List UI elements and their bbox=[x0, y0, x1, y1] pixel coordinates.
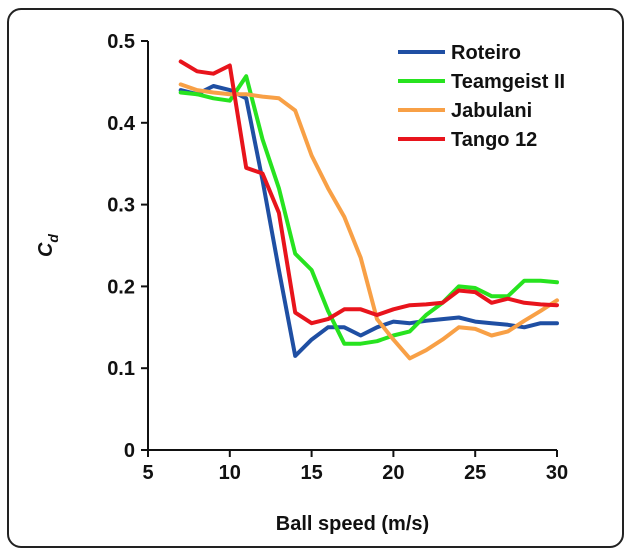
ticks-layer: 0 0.1 0.2 0.3 0.4 0.5 5 10 15 20 25 30 bbox=[107, 31, 568, 484]
y-axis-title-subscript: d bbox=[45, 234, 61, 243]
legend-label: Roteiro bbox=[451, 42, 521, 64]
y-tick-label: 0.4 bbox=[107, 113, 136, 135]
series-line-tango-12 bbox=[178, 59, 559, 326]
series-line-jabulani bbox=[178, 82, 559, 361]
legend-label: Jabulani bbox=[451, 100, 532, 122]
line-chart: 0 0.1 0.2 0.3 0.4 0.5 5 10 15 20 25 30 Ball speed (… bbox=[35, 31, 568, 535]
x-tick-label: 10 bbox=[219, 462, 241, 484]
x-tick-label: 5 bbox=[142, 462, 153, 484]
x-tick-label: 20 bbox=[382, 462, 404, 484]
axes-layer bbox=[147, 41, 557, 451]
x-axis-title: Ball speed (m/s) bbox=[276, 513, 429, 535]
legend-label: Tango 12 bbox=[451, 129, 537, 151]
y-axis-title: Cd bbox=[35, 234, 61, 257]
legend: Roteiro Teamgeist II Jabulani Tango 12 bbox=[398, 42, 565, 151]
y-tick-label: 0.5 bbox=[107, 31, 135, 53]
legend-label: Teamgeist II bbox=[451, 71, 565, 93]
y-tick-label: 0.2 bbox=[107, 276, 135, 298]
x-tick-label: 15 bbox=[300, 462, 322, 484]
series-layer bbox=[178, 59, 559, 361]
series-line-teamgeist-ii bbox=[178, 74, 559, 346]
y-tick-label: 0 bbox=[124, 440, 135, 462]
series-line-roteiro bbox=[178, 84, 559, 358]
x-tick-label: 25 bbox=[464, 462, 486, 484]
y-tick-label: 0.1 bbox=[107, 358, 135, 380]
x-tick-label: 30 bbox=[546, 462, 568, 484]
y-tick-label: 0.3 bbox=[107, 195, 135, 217]
y-axis-title-main: C bbox=[35, 242, 57, 257]
